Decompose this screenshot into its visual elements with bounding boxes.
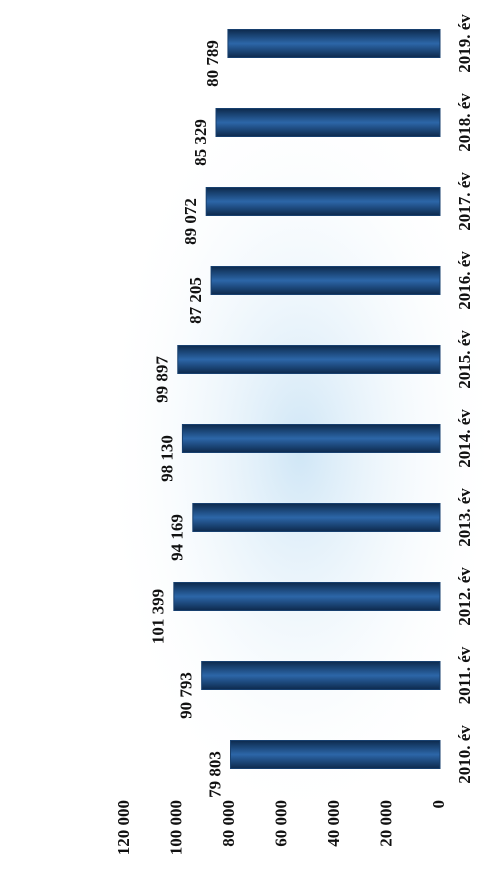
bar	[173, 582, 441, 611]
value-label: 101 399	[149, 589, 168, 644]
x-tick-label: 2010. év	[455, 725, 474, 784]
x-tick-label: 2014. év	[455, 409, 474, 468]
x-tick-label: 2016. év	[455, 251, 474, 310]
bar	[210, 266, 441, 295]
value-label: 94 169	[168, 514, 187, 561]
x-tick-label: 2012. év	[455, 567, 474, 626]
bar	[177, 345, 441, 374]
value-label: 87 205	[186, 277, 205, 324]
bar	[192, 503, 441, 532]
value-label: 89 072	[181, 198, 200, 245]
y-tick-label: 0	[429, 800, 448, 809]
y-tick-label: 20 000	[376, 800, 395, 847]
x-tick-label: 2017. év	[455, 172, 474, 231]
value-label: 99 897	[153, 356, 172, 403]
x-tick-label: 2018. év	[455, 93, 474, 152]
y-tick-label: 60 000	[271, 800, 290, 847]
bar	[205, 187, 441, 216]
y-tick-label: 40 000	[324, 800, 343, 847]
value-label: 79 803	[205, 751, 224, 798]
x-tick-label: 2013. év	[455, 488, 474, 547]
x-tick-label: 2019. év	[455, 14, 474, 73]
x-tick-label: 2015. év	[455, 330, 474, 389]
y-tick-label: 120 000	[114, 800, 133, 855]
bar	[230, 740, 441, 769]
value-label: 98 130	[157, 435, 176, 482]
plot: 0 20 000 40 000 60 000 80 000 100 000 120 000 2…	[114, 14, 474, 856]
bar	[215, 108, 441, 137]
bar	[201, 661, 441, 690]
value-label: 85 329	[191, 119, 210, 166]
bar	[181, 424, 441, 453]
value-label: 80 789	[203, 40, 222, 87]
bar	[227, 29, 441, 58]
x-tick-label: 2011. év	[455, 646, 474, 704]
value-label: 90 793	[177, 672, 196, 719]
y-tick-label: 80 000	[219, 800, 238, 847]
y-tick-label: 100 000	[166, 800, 185, 855]
